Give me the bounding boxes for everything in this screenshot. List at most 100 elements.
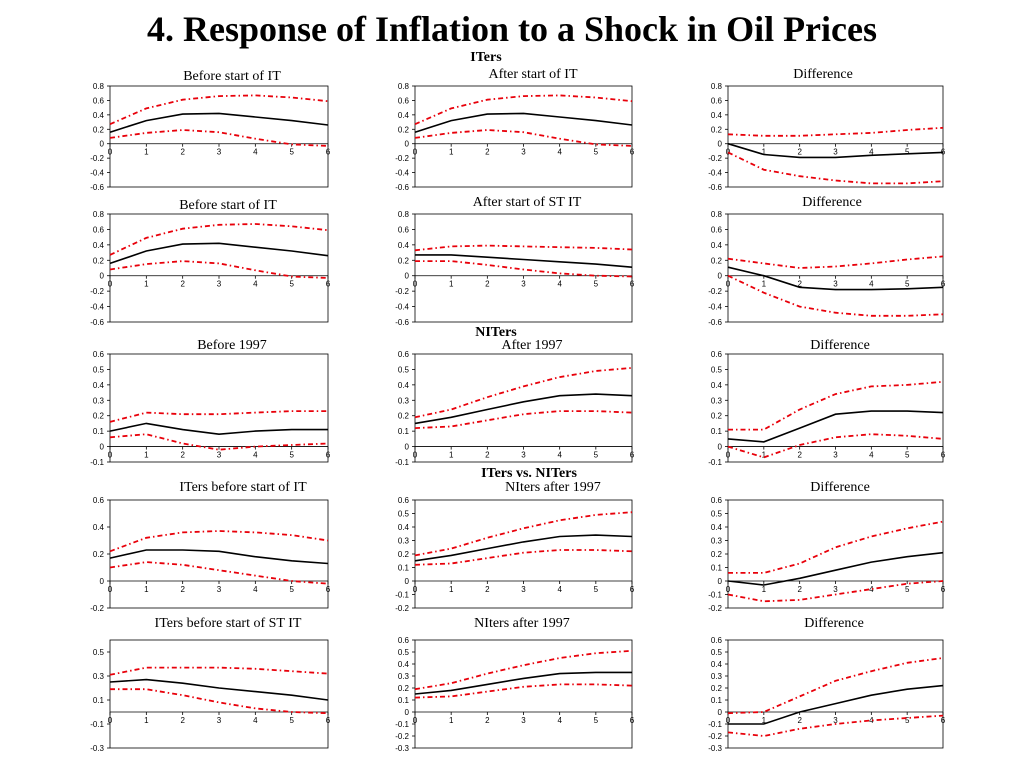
y-tick-label: 0.2	[398, 550, 410, 559]
lower-band-line	[414, 549, 633, 566]
y-tick-label: 0.1	[711, 696, 723, 705]
response-line	[109, 242, 329, 265]
response-line	[414, 112, 633, 133]
response-line	[109, 678, 329, 701]
chart-panel: 0.6 0.5 0.4 0.3 0.2 0.1 0 -0.1 -0.2 -0.3 0 1 2 3 4 5 6	[708, 636, 946, 753]
x-tick-label: 1	[144, 585, 149, 594]
y-tick-label: 0.5	[93, 648, 105, 657]
y-tick-label: 0.5	[398, 365, 410, 374]
response-line	[414, 534, 633, 562]
x-tick-label: 1	[449, 280, 454, 289]
y-tick-label: -0.6	[395, 183, 409, 192]
response-line	[109, 422, 328, 436]
y-tick-label: -0.1	[708, 458, 722, 467]
x-tick-label: 5	[905, 716, 910, 725]
y-tick-label: 0.2	[711, 256, 723, 265]
x-tick-label: 2	[485, 148, 490, 157]
x-tick-label: 5	[594, 280, 599, 289]
upper-band-line	[109, 94, 329, 126]
response-line	[727, 410, 944, 443]
y-tick-label: -0.4	[708, 169, 722, 178]
chart-title: Difference	[810, 338, 870, 353]
y-tick-label: -0.3	[90, 744, 104, 753]
y-tick-label: 0.6	[93, 225, 105, 234]
chart-panel: 0.6 0.5 0.4 0.3 0.2 0.1 0 -0.1 0 1 2 3 4 5 6	[90, 350, 331, 467]
x-tick-label: 5	[289, 280, 294, 289]
y-tick-label: 0.4	[711, 381, 723, 390]
y-tick-label: 0.8	[711, 210, 723, 219]
y-tick-label: -0.2	[90, 604, 104, 613]
x-tick-label: 6	[326, 716, 331, 725]
y-tick-label: 0	[100, 272, 105, 281]
chart-title: NIters after 1997	[474, 616, 570, 631]
y-tick-label: 0.4	[711, 660, 723, 669]
y-tick-label: 0.4	[711, 241, 723, 250]
x-tick-label: 3	[833, 585, 838, 594]
y-tick-label: 0.4	[398, 660, 410, 669]
lower-band-line	[109, 433, 329, 451]
y-tick-label: 0.4	[711, 523, 723, 532]
plot-frame	[727, 353, 944, 463]
plot-frame	[727, 639, 944, 749]
x-tick-label: 4	[869, 716, 874, 725]
x-tick-label: 6	[326, 451, 331, 460]
plot-frame	[414, 85, 633, 188]
x-tick-label: 6	[941, 585, 946, 594]
y-tick-label: -0.4	[90, 169, 104, 178]
plot-frame	[109, 353, 329, 463]
y-tick-label: -0.1	[708, 591, 722, 600]
y-tick-label: 0.1	[711, 564, 723, 573]
x-tick-label: 5	[289, 451, 294, 460]
y-tick-label: 0.8	[711, 82, 723, 91]
x-tick-label: 2	[180, 148, 185, 157]
chart-panel: 0.8 0.6 0.4 0.2 0 -0.2 -0.4 -0.6 0 1 2 3 4 5 6	[395, 210, 635, 327]
y-tick-label: 0.4	[711, 111, 723, 120]
x-tick-label: 2	[485, 451, 490, 460]
y-tick-label: -0.1	[395, 458, 409, 467]
y-tick-label: 0.6	[711, 350, 723, 359]
chart-panel: 0.6 0.5 0.4 0.3 0.2 0.1 0 -0.1 -0.2 0 1 2 3 4 5 6	[395, 496, 635, 613]
x-tick-label: 0	[108, 148, 113, 157]
y-tick-label: -0.4	[708, 303, 722, 312]
chart-title: NIters after 1997	[505, 480, 601, 495]
response-line	[727, 551, 944, 586]
y-tick-label: 0.1	[398, 564, 410, 573]
y-tick-label: 0.5	[711, 365, 723, 374]
y-tick-label: 0	[718, 443, 723, 452]
y-tick-label: -0.6	[90, 183, 104, 192]
y-tick-label: 0.3	[398, 537, 410, 546]
lower-band-line	[727, 714, 944, 737]
y-tick-label: 0.6	[711, 636, 723, 645]
y-tick-label: 0.6	[711, 225, 723, 234]
x-tick-label: 6	[326, 148, 331, 157]
x-tick-label: 5	[594, 148, 599, 157]
upper-band-line	[414, 367, 633, 419]
y-tick-label: 0.3	[398, 672, 410, 681]
lower-band-line	[414, 683, 633, 699]
chart-panel: 0.8 0.6 0.4 0.2 0 -0.2 -0.4 -0.6 0 1 2 3 4 5 6	[90, 210, 331, 327]
plot-frame	[727, 85, 944, 188]
x-tick-label: 3	[833, 148, 838, 157]
x-tick-label: 0	[413, 280, 418, 289]
y-tick-label: 0	[405, 577, 410, 586]
x-tick-label: 5	[594, 716, 599, 725]
x-tick-label: 1	[144, 148, 149, 157]
x-tick-label: 4	[253, 716, 258, 725]
plot-frame	[414, 213, 633, 323]
y-tick-label: -0.6	[708, 183, 722, 192]
x-tick-label: 6	[941, 451, 946, 460]
x-tick-label: 4	[869, 585, 874, 594]
y-tick-label: 0.3	[398, 396, 410, 405]
x-tick-label: 5	[905, 280, 910, 289]
chart-panel: 0.8 0.6 0.4 0.2 0 -0.2 -0.4 -0.6 0 1 2 3 4 5 6	[395, 82, 635, 192]
y-tick-label: -0.6	[708, 318, 722, 327]
chart-panel: 0.8 0.6 0.4 0.2 0 -0.2 -0.4 -0.6 0 1 2 3 4 5 6	[90, 82, 331, 192]
upper-band-line	[414, 511, 633, 557]
y-tick-label: 0.8	[398, 82, 410, 91]
x-tick-label: 6	[326, 280, 331, 289]
y-tick-label: 0	[100, 443, 105, 452]
x-tick-label: 0	[108, 280, 113, 289]
y-tick-label: -0.2	[395, 604, 409, 613]
y-tick-label: 0.6	[93, 496, 105, 505]
chart-panel: 0.5 0.3 0.1 -0.1 -0.3 0 1 2 3 4 5 6	[90, 639, 331, 753]
